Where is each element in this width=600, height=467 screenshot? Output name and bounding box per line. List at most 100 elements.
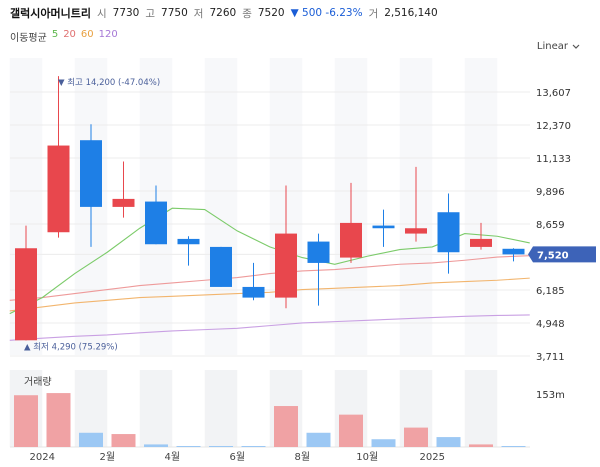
candle-body bbox=[502, 248, 525, 255]
y-tick-label: 4,948 bbox=[536, 319, 565, 330]
y-tick-label: 11,133 bbox=[536, 154, 571, 165]
ma120-line bbox=[9, 314, 530, 341]
close-label: 종 bbox=[242, 7, 252, 20]
volume-bar bbox=[79, 432, 103, 447]
candle-body bbox=[112, 198, 135, 207]
volume-bar bbox=[501, 446, 526, 447]
candle bbox=[177, 236, 200, 266]
change-value: ▼ 500 -6.23% bbox=[291, 7, 363, 19]
volume-bar bbox=[46, 393, 71, 447]
candle bbox=[307, 233, 330, 306]
change-percent: -6.23% bbox=[325, 7, 363, 19]
candle bbox=[275, 185, 297, 309]
high-label: 고 bbox=[145, 7, 156, 20]
volume-bar bbox=[209, 446, 233, 447]
candle bbox=[210, 246, 232, 287]
candle bbox=[242, 262, 265, 301]
x-tick-label: 4월 bbox=[164, 451, 180, 463]
volume-bar bbox=[306, 432, 331, 447]
volume-panel: 거래량 153m bbox=[9, 370, 565, 448]
ma20-line bbox=[9, 255, 530, 301]
volume-month-band bbox=[204, 370, 238, 447]
volume-bar bbox=[436, 437, 461, 447]
candle bbox=[145, 185, 167, 245]
candle bbox=[405, 166, 427, 242]
ma120-label: 120 bbox=[98, 29, 118, 40]
ma60-label: 60 bbox=[80, 29, 94, 40]
y-tick-label: 6,185 bbox=[536, 286, 565, 297]
candle-body bbox=[47, 145, 70, 233]
volume-bar bbox=[404, 427, 428, 447]
volume-bar bbox=[274, 406, 298, 447]
volume-bar bbox=[241, 446, 266, 447]
low-label: 저 bbox=[193, 7, 204, 20]
low-value: 7260 bbox=[209, 7, 237, 19]
chevron-down-icon bbox=[572, 44, 580, 49]
candle-body bbox=[275, 233, 297, 298]
annotations: ▼ 최고 14,200 (-47.04%) ▲ 최저 4,290 (75.29%) bbox=[24, 77, 160, 352]
ma-legend-title: 이동평균 bbox=[10, 33, 47, 44]
candle bbox=[470, 222, 492, 250]
open-value: 7730 bbox=[112, 7, 140, 19]
x-tick-label: 2월 bbox=[99, 451, 115, 463]
candles bbox=[15, 76, 525, 341]
open-label: 시 bbox=[96, 7, 107, 20]
x-tick-label: 2024 bbox=[30, 452, 55, 463]
candle bbox=[340, 182, 362, 263]
scale-selector[interactable]: Linear bbox=[537, 41, 580, 52]
close-value: 7520 bbox=[257, 7, 285, 19]
candle bbox=[372, 209, 395, 247]
candle-body bbox=[405, 228, 427, 234]
candle-body bbox=[340, 222, 362, 258]
volume-bar bbox=[371, 439, 396, 447]
candle bbox=[112, 161, 135, 218]
quote-header: 갤럭시아머니트리 시 7730 고 7750 저 7260 종 7520 ▼ 500 -… bbox=[10, 5, 438, 21]
x-tick-label: 8월 bbox=[294, 451, 310, 463]
price-tag-shape bbox=[528, 246, 596, 263]
candle-body bbox=[177, 238, 200, 245]
candle bbox=[437, 193, 460, 274]
candle-body bbox=[210, 246, 232, 287]
current-price-tag: 7,520 bbox=[528, 246, 596, 263]
ma20-label: 20 bbox=[63, 29, 76, 40]
ma60-line bbox=[9, 277, 530, 312]
current-price-label: 7,520 bbox=[537, 250, 569, 261]
stock-name: 갤럭시아머니트리 bbox=[10, 7, 91, 20]
candle bbox=[47, 76, 70, 238]
candle-body bbox=[307, 241, 330, 263]
y-axis-labels: 13,607 12,370 11,133 9,896 8,659 6,185 4,948 3,… bbox=[536, 88, 571, 363]
candle bbox=[80, 124, 102, 247]
candle bbox=[502, 248, 525, 262]
ma5-label: 5 bbox=[51, 29, 59, 40]
candle-body bbox=[15, 248, 37, 341]
volume-bar bbox=[176, 446, 201, 447]
volume-month-band bbox=[139, 370, 173, 447]
volume-bar bbox=[111, 434, 136, 447]
candle-body bbox=[80, 140, 102, 207]
x-tick-label: 10월 bbox=[356, 451, 378, 463]
volume-bar bbox=[469, 444, 493, 447]
volume-bar bbox=[144, 444, 168, 447]
x-axis-labels: 2024 2월 4월 6월 8월 10월 2025 bbox=[30, 451, 445, 463]
moving-average-legend[interactable]: 이동평균 5 20 60 120 bbox=[10, 29, 118, 44]
down-arrow-icon: ▼ bbox=[290, 7, 299, 19]
volume-value: 2,516,140 bbox=[384, 7, 438, 19]
y-tick-label: 8,659 bbox=[536, 220, 565, 231]
candle bbox=[15, 225, 37, 341]
scale-label: Linear bbox=[536, 41, 568, 52]
high-value: 7750 bbox=[161, 7, 188, 19]
volume-bar bbox=[339, 414, 363, 447]
candle-body bbox=[372, 225, 395, 229]
volume-tick-label: 153m bbox=[536, 390, 565, 401]
volume-month-band bbox=[464, 370, 498, 447]
volume-label: 거 bbox=[368, 7, 379, 20]
month-band bbox=[204, 58, 238, 355]
y-tick-label: 13,607 bbox=[536, 88, 571, 99]
candle-body bbox=[242, 286, 265, 298]
high-annotation: ▼ 최고 14,200 (-47.04%) bbox=[58, 77, 160, 88]
y-tick-label: 12,370 bbox=[536, 121, 571, 132]
x-tick-label: 2025 bbox=[420, 452, 445, 463]
volume-bar bbox=[14, 395, 38, 447]
volume-title: 거래량 bbox=[24, 376, 52, 388]
